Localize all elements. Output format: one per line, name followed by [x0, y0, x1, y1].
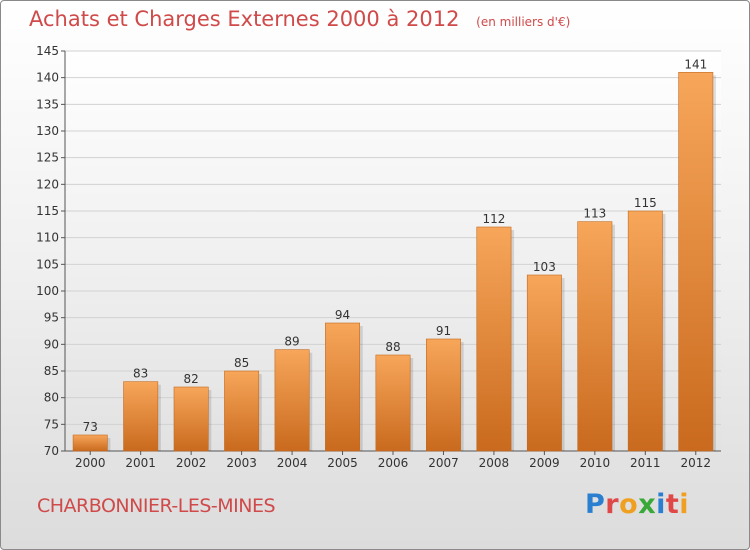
bar-value-label: 89 [284, 335, 299, 349]
bar-value-label: 88 [385, 340, 400, 354]
y-tick-label: 135 [36, 97, 59, 111]
logo-letter: i [679, 489, 690, 520]
x-tick-label: 2011 [630, 456, 661, 470]
y-tick-label: 80 [44, 391, 59, 405]
bar-value-label: 94 [335, 308, 350, 322]
x-tick-label: 2002 [176, 456, 207, 470]
bar-value-label: 115 [634, 196, 657, 210]
logo-letter: t [665, 489, 680, 520]
bar [123, 381, 159, 452]
x-tick-label: 2010 [580, 456, 611, 470]
y-tick-label: 75 [44, 417, 59, 431]
y-tick-label: 70 [44, 444, 59, 458]
bar [426, 338, 461, 452]
bar [476, 226, 512, 452]
y-tick-label: 105 [36, 257, 59, 271]
y-tick-label: 140 [36, 71, 59, 85]
bar-value-label: 73 [83, 420, 98, 434]
bar-value-label: 112 [482, 212, 505, 226]
bar-value-label: 91 [436, 324, 451, 338]
x-tick-label: 2000 [75, 456, 106, 470]
y-tick-label: 145 [36, 44, 59, 58]
y-tick-label: 115 [36, 204, 59, 218]
logo-letter: P [585, 489, 606, 520]
y-tick-label: 100 [36, 284, 59, 298]
bar [375, 354, 411, 452]
x-tick-label: 2008 [479, 456, 510, 470]
x-tick-label: 2003 [226, 456, 257, 470]
logo-letter: x [638, 489, 657, 520]
bar [72, 434, 108, 452]
x-tick-label: 2004 [277, 456, 308, 470]
x-tick-label: 2005 [327, 456, 358, 470]
y-tick-label: 130 [36, 124, 59, 138]
y-tick-label: 90 [44, 337, 59, 351]
bar-value-label: 85 [234, 356, 249, 370]
proxiti-logo: Proxiti [585, 489, 689, 520]
bar [627, 210, 663, 452]
bar [274, 349, 310, 452]
x-tick-label: 2001 [125, 456, 156, 470]
bar [325, 322, 360, 452]
logo-letter: r [605, 489, 620, 520]
bar-value-label: 82 [184, 372, 199, 386]
y-tick-label: 85 [44, 364, 59, 378]
y-tick-label: 95 [44, 311, 59, 325]
chart-title-text: Achats et Charges Externes 2000 à 2012 [29, 7, 460, 31]
bar-value-label: 141 [684, 57, 707, 71]
bar [577, 221, 613, 452]
x-tick-label: 2006 [378, 456, 409, 470]
bar [224, 370, 260, 452]
x-tick-label: 2009 [529, 456, 560, 470]
bar-value-label: 103 [533, 260, 556, 274]
x-tick-label: 2012 [680, 456, 711, 470]
chart-subtitle: (en milliers d'€) [476, 15, 571, 29]
logo-letter: i [656, 489, 666, 520]
bar-value-label: 83 [133, 367, 148, 381]
x-tick-label: 2007 [428, 456, 459, 470]
y-tick-label: 120 [36, 177, 59, 191]
y-tick-label: 110 [36, 231, 59, 245]
bar [173, 386, 209, 452]
chart-title: Achats et Charges Externes 2000 à 2012 (… [29, 7, 570, 31]
logo-letter: o [619, 489, 639, 520]
bar [526, 274, 562, 452]
y-tick-label: 125 [36, 151, 59, 165]
bar-value-label: 113 [583, 207, 606, 221]
town-name: CHARBONNIER-LES-MINES [37, 495, 276, 517]
bar [678, 72, 714, 452]
